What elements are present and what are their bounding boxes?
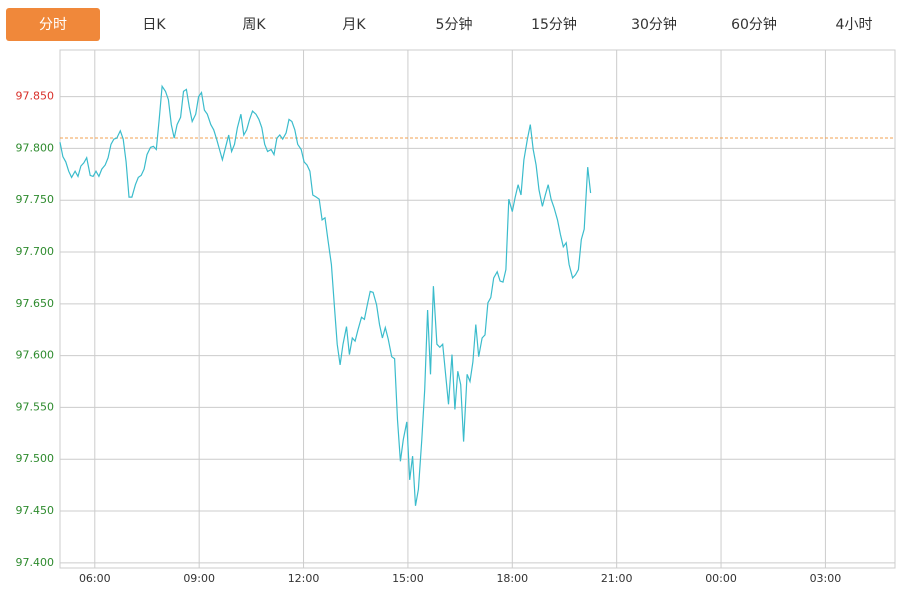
x-tick-label: 03:00 <box>810 572 842 585</box>
y-tick-label: 97.500 <box>16 452 55 465</box>
tab[interactable]: 日K <box>142 17 166 33</box>
y-tick-label: 97.800 <box>16 141 55 154</box>
tab[interactable]: 5分钟 <box>436 16 473 33</box>
tab[interactable]: 30分钟 <box>631 16 677 33</box>
tab[interactable]: 60分钟 <box>731 16 777 33</box>
tab[interactable]: 周K <box>242 17 266 33</box>
tab-active-bg[interactable] <box>6 8 100 41</box>
y-tick-label: 97.550 <box>16 400 55 413</box>
x-tick-label: 00:00 <box>705 572 737 585</box>
y-tick-label: 97.850 <box>16 90 55 103</box>
y-tick-label: 97.700 <box>16 245 55 258</box>
tab[interactable]: 月K <box>342 17 366 33</box>
plot-border <box>59 49 896 569</box>
x-tick-label: 12:00 <box>288 572 320 585</box>
y-tick-label: 97.400 <box>16 556 55 569</box>
tab[interactable]: 15分钟 <box>531 16 577 33</box>
x-tick-label: 15:00 <box>392 572 424 585</box>
x-tick-label: 06:00 <box>79 572 111 585</box>
y-tick-label: 97.600 <box>16 349 55 362</box>
y-tick-label: 97.450 <box>16 504 55 517</box>
x-tick-label: 09:00 <box>183 572 215 585</box>
x-tick-label: 21:00 <box>601 572 633 585</box>
y-tick-label: 97.650 <box>16 297 55 310</box>
x-tick-label: 18:00 <box>496 572 528 585</box>
price-line <box>59 84 592 506</box>
tab[interactable]: 4小时 <box>836 17 873 33</box>
tab[interactable]: 分时 <box>39 17 67 33</box>
y-tick-label: 97.750 <box>16 193 55 206</box>
